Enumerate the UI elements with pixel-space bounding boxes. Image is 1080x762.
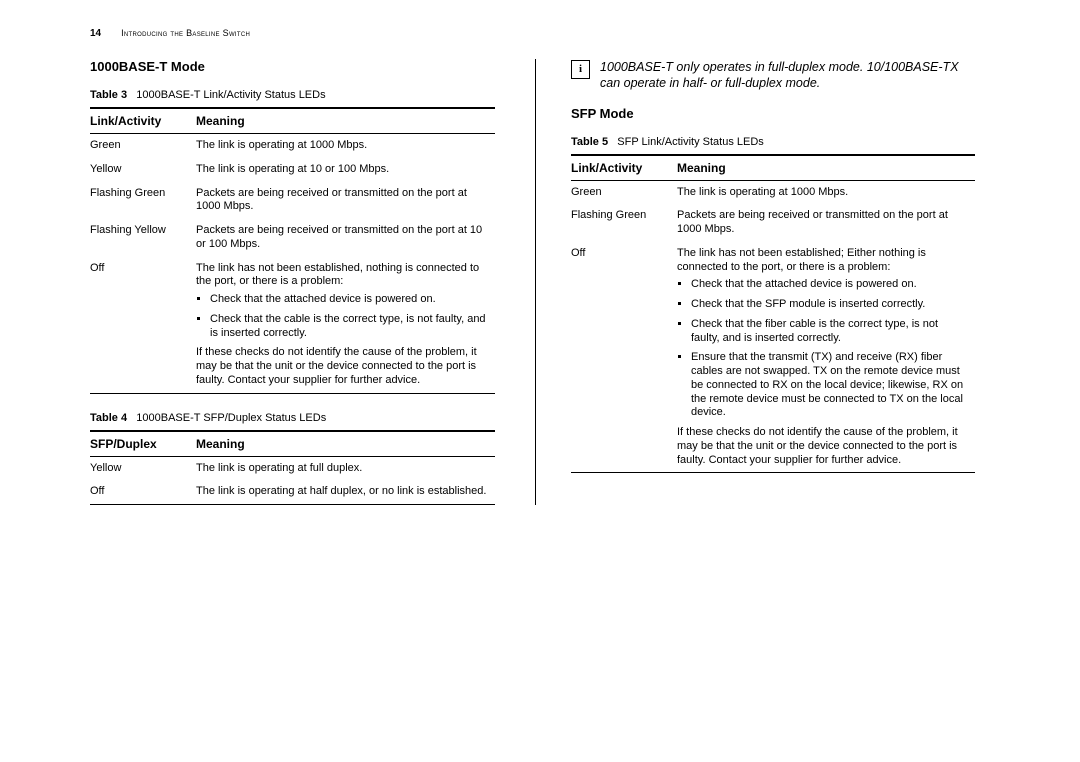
table-row: Flashing Yellow Packets are being receiv… <box>90 219 495 257</box>
cell: Packets are being received or transmitte… <box>196 182 495 220</box>
table-row: Off The link is operating at half duplex… <box>90 480 495 504</box>
table4: SFP/Duplex Meaning Yellow The link is op… <box>90 430 495 506</box>
content-columns: 1000BASE-T Mode Table 3 1000BASE-T Link/… <box>90 59 1020 505</box>
list-item: Check that the fiber cable is the correc… <box>691 318 969 346</box>
cell: Off <box>571 242 677 473</box>
running-title: Introducing the Baseline Switch <box>121 28 250 38</box>
cell: The link is operating at full duplex. <box>196 456 495 480</box>
table4-caption: Table 4 1000BASE-T SFP/Duplex Status LED… <box>90 412 495 424</box>
table3-caption-text: 1000BASE-T Link/Activity Status LEDs <box>136 89 325 101</box>
cell: Flashing Yellow <box>90 219 196 257</box>
table5-label: Table 5 <box>571 136 608 148</box>
table5-col1-header: Link/Activity <box>571 155 677 181</box>
bullet-list: Check that the attached device is powere… <box>677 278 969 420</box>
cell: The link is operating at 10 or 100 Mbps. <box>196 158 495 182</box>
list-item: Ensure that the transmit (TX) and receiv… <box>691 351 969 420</box>
list-item: Check that the attached device is powere… <box>691 278 969 292</box>
bullet-list: Check that the attached device is powere… <box>196 293 489 340</box>
cell: The link is operating at 1000 Mbps. <box>196 134 495 158</box>
cell: The link has not been established, nothi… <box>196 257 495 394</box>
cell: Flashing Green <box>571 204 677 242</box>
cell: Flashing Green <box>90 182 196 220</box>
list-item: Check that the attached device is powere… <box>210 293 489 307</box>
info-note: i 1000BASE-T only operates in full-duple… <box>571 59 975 92</box>
cell: The link has not been established; Eithe… <box>677 242 975 473</box>
table4-caption-text: 1000BASE-T SFP/Duplex Status LEDs <box>136 412 326 424</box>
table-row: Green The link is operating at 1000 Mbps… <box>90 134 495 158</box>
table3-caption: Table 3 1000BASE-T Link/Activity Status … <box>90 89 495 101</box>
list-item: Check that the SFP module is inserted co… <box>691 298 969 312</box>
table3: Link/Activity Meaning Green The link is … <box>90 107 495 394</box>
cell: Packets are being received or transmitte… <box>196 219 495 257</box>
table5-caption: Table 5 SFP Link/Activity Status LEDs <box>571 136 975 148</box>
cell: Yellow <box>90 456 196 480</box>
table-row: Flashing Green Packets are being receive… <box>90 182 495 220</box>
table5-col2-header: Meaning <box>677 155 975 181</box>
table3-col2-header: Meaning <box>196 108 495 134</box>
section-heading-1000base: 1000BASE-T Mode <box>90 59 495 74</box>
cell: Green <box>571 180 677 204</box>
section-heading-sfp: SFP Mode <box>571 106 975 121</box>
page: 14 Introducing the Baseline Switch 1000B… <box>0 0 1080 762</box>
cell-intro: The link has not been established, nothi… <box>196 262 489 290</box>
table3-col1-header: Link/Activity <box>90 108 196 134</box>
left-column: 1000BASE-T Mode Table 3 1000BASE-T Link/… <box>90 59 535 505</box>
table-row: Yellow The link is operating at 10 or 10… <box>90 158 495 182</box>
table-row: Flashing Green Packets are being receive… <box>571 204 975 242</box>
running-header: 14 Introducing the Baseline Switch <box>90 28 1020 39</box>
cell: Green <box>90 134 196 158</box>
table5: Link/Activity Meaning Green The link is … <box>571 154 975 474</box>
table5-caption-text: SFP Link/Activity Status LEDs <box>617 136 764 148</box>
cell-footnote: If these checks do not identify the caus… <box>196 346 489 387</box>
table4-col2-header: Meaning <box>196 431 495 457</box>
table-row: Green The link is operating at 1000 Mbps… <box>571 180 975 204</box>
table4-label: Table 4 <box>90 412 127 424</box>
page-number: 14 <box>90 28 101 39</box>
cell-footnote: If these checks do not identify the caus… <box>677 426 969 467</box>
cell: Yellow <box>90 158 196 182</box>
table-row: Off The link has not been established; E… <box>571 242 975 473</box>
right-column: i 1000BASE-T only operates in full-duple… <box>535 59 975 505</box>
cell: The link is operating at 1000 Mbps. <box>677 180 975 204</box>
table3-label: Table 3 <box>90 89 127 101</box>
cell: Packets are being received or transmitte… <box>677 204 975 242</box>
cell: Off <box>90 480 196 504</box>
info-icon: i <box>571 60 590 79</box>
info-note-text: 1000BASE-T only operates in full-duplex … <box>600 59 975 92</box>
cell: Off <box>90 257 196 394</box>
cell: The link is operating at half duplex, or… <box>196 480 495 504</box>
list-item: Check that the cable is the correct type… <box>210 313 489 341</box>
table-row: Off The link has not been established, n… <box>90 257 495 394</box>
table4-col1-header: SFP/Duplex <box>90 431 196 457</box>
table-row: Yellow The link is operating at full dup… <box>90 456 495 480</box>
cell-intro: The link has not been established; Eithe… <box>677 247 969 275</box>
